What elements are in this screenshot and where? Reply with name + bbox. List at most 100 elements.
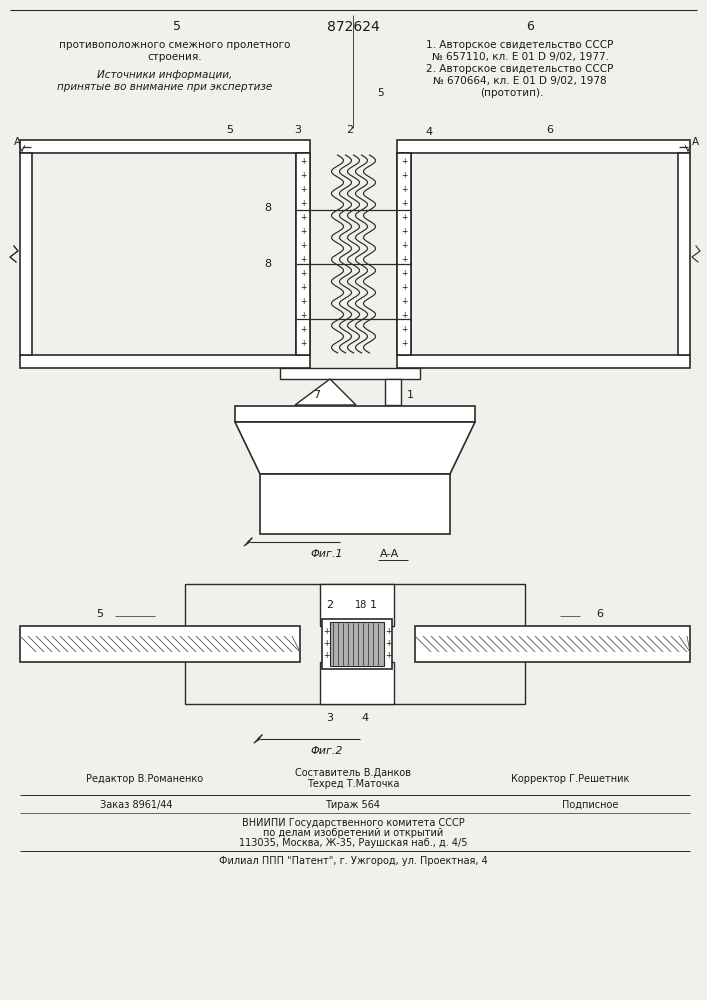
Text: +: +: [401, 227, 407, 235]
Text: 5: 5: [377, 88, 383, 98]
Text: 2: 2: [327, 600, 334, 610]
Text: Техред Т.Маточка: Техред Т.Маточка: [307, 779, 399, 789]
Text: +: +: [385, 652, 391, 660]
Text: +: +: [300, 338, 306, 348]
Bar: [330, 622, 384, 666]
Text: 113035, Москва, Ж-35, Раушская наб., д. 4/5: 113035, Москва, Ж-35, Раушская наб., д. …: [239, 838, 467, 848]
Text: № 657110, кл. Е 01 D 9/02, 1977.: № 657110, кл. Е 01 D 9/02, 1977.: [431, 52, 609, 62]
Text: Заказ 8961/44: Заказ 8961/44: [100, 800, 173, 810]
Text: 8: 8: [264, 203, 271, 213]
Text: 8: 8: [264, 259, 271, 269]
Text: +: +: [401, 268, 407, 277]
Text: Подписное: Подписное: [562, 800, 618, 810]
Text: 872624: 872624: [327, 20, 380, 34]
Text: А: А: [691, 137, 699, 147]
Text: +: +: [401, 156, 407, 165]
Text: № 670664, кл. Е 01 D 9/02, 1978: № 670664, кл. Е 01 D 9/02, 1978: [433, 76, 607, 86]
Bar: [678, 153, 690, 355]
Bar: [397, 153, 411, 355]
Text: +: +: [401, 282, 407, 292]
Text: ВНИИПИ Государственного комитета СССР: ВНИИПИ Государственного комитета СССР: [242, 818, 464, 828]
Text: 5: 5: [173, 20, 181, 33]
Text: Тираж 564: Тираж 564: [325, 800, 380, 810]
Text: Корректор Г.Решетник: Корректор Г.Решетник: [511, 774, 629, 784]
Text: +: +: [300, 268, 306, 277]
Text: 5: 5: [226, 125, 233, 135]
Text: по делам изобретений и открытий: по делам изобретений и открытий: [263, 828, 443, 838]
Text: +: +: [401, 198, 407, 208]
Bar: [320, 662, 394, 704]
Text: принятые во внимание при экспертизе: принятые во внимание при экспертизе: [57, 82, 273, 92]
Text: 3: 3: [295, 125, 301, 135]
Bar: [20, 140, 310, 153]
Text: +: +: [300, 324, 306, 334]
Text: (прототип).: (прототип).: [480, 88, 544, 98]
Bar: [397, 355, 690, 368]
Bar: [320, 584, 394, 626]
Text: +: +: [300, 282, 306, 292]
Text: +: +: [401, 338, 407, 348]
Text: +: +: [300, 240, 306, 249]
Bar: [296, 153, 310, 355]
Text: Редактор В.Романенко: Редактор В.Романенко: [86, 774, 204, 784]
Text: 4: 4: [361, 713, 368, 723]
Text: 18: 18: [355, 600, 367, 610]
Text: Φиг.2: Φиг.2: [310, 746, 342, 756]
Text: +: +: [401, 170, 407, 180]
Text: +: +: [323, 628, 329, 637]
Text: Составитель В.Данков: Составитель В.Данков: [295, 768, 411, 778]
Text: +: +: [401, 254, 407, 263]
Bar: [397, 153, 411, 355]
Bar: [415, 626, 690, 662]
Text: 6: 6: [547, 125, 554, 135]
Bar: [20, 153, 32, 355]
Text: противоположного смежного пролетного: противоположного смежного пролетного: [59, 40, 291, 50]
Text: Источники информации,: Источники информации,: [98, 70, 233, 80]
Text: 7: 7: [313, 390, 320, 400]
Bar: [235, 406, 475, 422]
Text: +: +: [300, 296, 306, 306]
Text: 6: 6: [597, 609, 604, 619]
Polygon shape: [295, 379, 356, 405]
Bar: [260, 474, 450, 534]
Text: +: +: [401, 324, 407, 334]
Text: 2. Авторское свидетельство СССР: 2. Авторское свидетельство СССР: [426, 64, 614, 74]
Text: +: +: [401, 310, 407, 320]
Text: +: +: [300, 213, 306, 222]
Text: 4: 4: [426, 127, 433, 137]
Polygon shape: [235, 422, 475, 474]
Text: +: +: [300, 310, 306, 320]
Bar: [322, 619, 392, 669]
Text: +: +: [300, 198, 306, 208]
Text: +: +: [401, 296, 407, 306]
Text: +: +: [401, 240, 407, 249]
Text: Филиал ППП "Патент", г. Ужгород, ул. Проектная, 4: Филиал ППП "Патент", г. Ужгород, ул. Про…: [218, 856, 487, 866]
Text: А-А: А-А: [380, 549, 399, 559]
Text: +: +: [300, 254, 306, 263]
Bar: [296, 153, 310, 355]
Bar: [20, 626, 300, 662]
Text: +: +: [401, 213, 407, 222]
Text: +: +: [300, 156, 306, 165]
Text: +: +: [323, 652, 329, 660]
Text: +: +: [300, 227, 306, 235]
Text: +: +: [401, 184, 407, 194]
Text: 1. Авторское свидетельство СССР: 1. Авторское свидетельство СССР: [426, 40, 614, 50]
Text: 1: 1: [407, 390, 414, 400]
Bar: [385, 379, 401, 405]
Text: 3: 3: [327, 713, 334, 723]
Text: 2: 2: [346, 125, 353, 135]
Text: 6: 6: [526, 20, 534, 33]
Bar: [280, 368, 420, 379]
Text: 1: 1: [370, 600, 377, 610]
Text: строения.: строения.: [148, 52, 202, 62]
Bar: [185, 584, 525, 704]
Text: 5: 5: [96, 609, 103, 619]
Bar: [397, 140, 690, 153]
Text: +: +: [323, 640, 329, 648]
Text: +: +: [385, 640, 391, 648]
Bar: [20, 355, 310, 368]
Text: Φиг.1: Φиг.1: [310, 549, 342, 559]
Text: +: +: [300, 184, 306, 194]
Text: +: +: [385, 628, 391, 637]
